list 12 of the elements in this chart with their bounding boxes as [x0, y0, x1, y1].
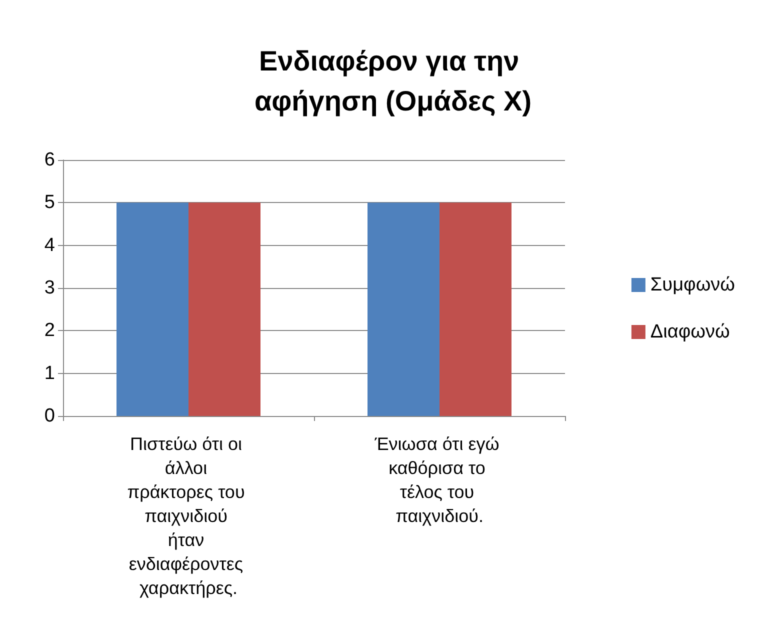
y-tick-label: 6 — [44, 150, 55, 170]
y-tick-label: 1 — [44, 362, 55, 384]
y-tick-label: 4 — [44, 234, 56, 256]
y-tick-label: 3 — [44, 278, 55, 298]
x-tick-label: Ένιωσα ότι εγώ καθόρισα το τέλος του παιχνιδιού. — [374, 434, 504, 526]
legend-label: Διαφωνώ — [650, 322, 730, 342]
y-tick-label: 5 — [44, 192, 55, 214]
y-tick-label: 0 — [44, 406, 55, 426]
y-tick-label: 2 — [44, 320, 55, 342]
x-tick-label: Πιστεύω ότι οι άλλοι πράκτορες του παιχνιδιού ήταν ενδιαφέροντες χαρακτήρες. — [127, 434, 250, 598]
chart-title: Ενδιαφέρον για την αφήγηση (Ομάδες Χ) — [254, 46, 532, 116]
legend-label: Συμφωνώ — [650, 274, 736, 296]
